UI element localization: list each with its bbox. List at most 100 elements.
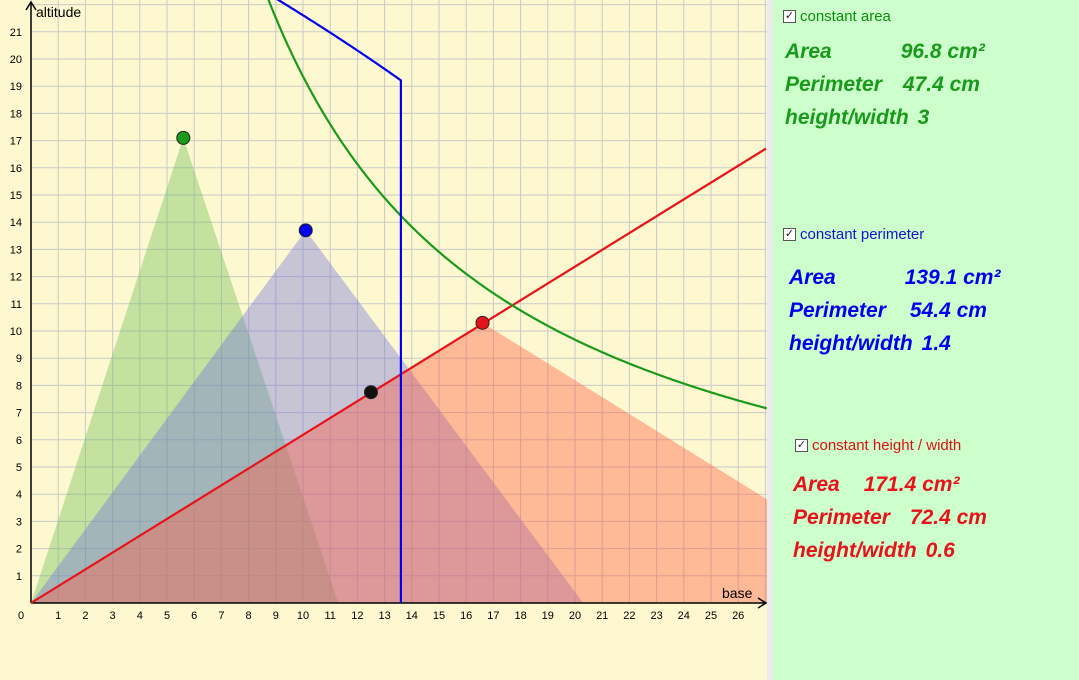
ratio-label: height/width xyxy=(785,106,909,129)
y-axis-arrow-icon xyxy=(25,0,37,11)
perimeter-value: 47.4 cm xyxy=(902,73,980,96)
area-label: Area xyxy=(793,473,840,496)
perimeter-stat-perimeter: Perimeter 54.4 cm xyxy=(789,299,987,323)
y-tick-label: 18 xyxy=(10,108,22,120)
y-tick-label: 17 xyxy=(10,136,22,148)
plot-canvas[interactable]: 0 1 2 3 4 5 6 7 8 9 10 11 12 13 14 15 16 17 18 19 20 21 22 23 24… xyxy=(0,0,767,680)
ratio-stat-area: Area 171.4 cm² xyxy=(793,473,959,497)
x-tick-label: 12 xyxy=(351,610,363,622)
constant-ratio-point[interactable] xyxy=(475,315,490,330)
checkbox-icon[interactable]: ✓ xyxy=(783,228,796,241)
y-tick-label: 6 xyxy=(16,435,22,447)
x-tick-label: 17 xyxy=(487,610,499,622)
y-tick-label: 2 xyxy=(16,544,22,556)
area-value: 171.4 cm² xyxy=(863,473,960,496)
x-tick-label: 6 xyxy=(191,610,197,622)
constant-area-curve[interactable] xyxy=(151,0,767,410)
x-tick-label: 18 xyxy=(514,610,526,622)
area-label: Area xyxy=(789,266,836,289)
perimeter-label: Perimeter xyxy=(793,506,890,529)
x-tick-label: 4 xyxy=(137,610,143,622)
checkbox-icon[interactable]: ✓ xyxy=(783,10,796,23)
y-tick-label: 5 xyxy=(16,462,22,474)
y-axis-label: altitude xyxy=(36,4,81,20)
ratio-stat-ratio: height/width 0.6 xyxy=(793,539,955,563)
y-tick-label: 10 xyxy=(10,326,22,338)
x-tick-label: 2 xyxy=(82,610,88,622)
constant-ratio-triangle[interactable] xyxy=(31,322,767,603)
ratio-label: height/width xyxy=(789,332,913,355)
y-tick-label: 1 xyxy=(16,571,22,583)
constant-area-point[interactable] xyxy=(176,130,191,145)
ratio-value: 0.6 xyxy=(925,539,955,562)
x-tick-label: 13 xyxy=(378,610,390,622)
graphics-view[interactable]: 0 1 2 3 4 5 6 7 8 9 10 11 12 13 14 15 16 17 18 19 20 21 22 23 24… xyxy=(0,0,767,680)
x-tick-label: 16 xyxy=(460,610,472,622)
x-tick-label: 0 xyxy=(18,610,24,622)
x-tick-label: 7 xyxy=(218,610,224,622)
constant-ratio-label: constant height / width xyxy=(812,437,962,454)
area-stat-perimeter: Perimeter 47.4 cm xyxy=(785,73,980,97)
constant-area-toggle[interactable]: ✓ constant area xyxy=(783,8,891,25)
y-tick-label: 15 xyxy=(10,190,22,202)
area-stat-ratio: height/width 3 xyxy=(785,106,929,130)
y-tick-label: 11 xyxy=(11,299,22,311)
perimeter-stat-ratio: height/width 1.4 xyxy=(789,332,951,356)
y-tick-label: 9 xyxy=(16,353,22,365)
x-axis-label: base xyxy=(722,585,753,601)
view-divider[interactable] xyxy=(767,0,773,680)
x-tick-label: 20 xyxy=(569,610,581,622)
y-tick-label: 13 xyxy=(10,244,22,256)
constant-perimeter-toggle[interactable]: ✓ constant perimeter xyxy=(783,226,924,243)
constant-perimeter-curve[interactable] xyxy=(145,0,402,603)
info-panel: ✓ constant area Area 96.8 cm² Perimeter 47… xyxy=(773,0,1079,680)
x-tick-label: 15 xyxy=(433,610,445,622)
constant-perimeter-label: constant perimeter xyxy=(800,226,925,243)
constant-perimeter-triangle[interactable] xyxy=(31,230,584,604)
area-label: Area xyxy=(785,40,832,63)
checkbox-icon[interactable]: ✓ xyxy=(795,439,808,452)
ratio-label: height/width xyxy=(793,539,917,562)
constant-perimeter-point[interactable] xyxy=(298,223,313,238)
area-value: 139.1 cm² xyxy=(904,266,1001,289)
x-tick-label: 14 xyxy=(406,610,418,622)
x-tick-label: 26 xyxy=(732,610,744,622)
y-tick-label: 12 xyxy=(10,272,22,284)
ratio-value: 3 xyxy=(917,106,930,129)
y-tick-label: 19 xyxy=(10,81,22,93)
area-stat-area: Area 96.8 cm² xyxy=(785,40,985,64)
x-tick-label: 25 xyxy=(705,610,717,622)
x-tick-label: 1 xyxy=(55,610,61,622)
x-tick-label: 8 xyxy=(246,610,252,622)
y-tick-label: 20 xyxy=(10,54,22,66)
ratio-stat-perimeter: Perimeter 72.4 cm xyxy=(793,506,987,530)
constant-ratio-line[interactable] xyxy=(30,147,767,604)
perimeter-value: 72.4 cm xyxy=(909,506,987,529)
x-tick-label: 3 xyxy=(110,610,116,622)
x-tick-label: 11 xyxy=(324,610,335,622)
x-tick-label: 10 xyxy=(297,610,309,622)
x-tick-label: 22 xyxy=(623,610,635,622)
constant-area-label: constant area xyxy=(800,8,891,25)
y-tick-label: 14 xyxy=(10,217,22,229)
y-tick-label: 7 xyxy=(16,408,22,420)
x-tick-label: 19 xyxy=(542,610,554,622)
x-tick-label: 9 xyxy=(273,610,279,622)
y-tick-label: 3 xyxy=(16,516,22,528)
constant-area-triangle[interactable] xyxy=(31,137,339,603)
perimeter-value: 54.4 cm xyxy=(909,299,987,322)
x-tick-label: 24 xyxy=(678,610,690,622)
x-tick-label: 23 xyxy=(650,610,662,622)
perimeter-label: Perimeter xyxy=(785,73,882,96)
intersection-point[interactable] xyxy=(364,385,378,400)
x-tick-label: 5 xyxy=(164,610,170,622)
area-value: 96.8 cm² xyxy=(900,40,985,63)
y-tick-label: 4 xyxy=(16,489,22,501)
y-tick-label: 8 xyxy=(16,380,22,392)
x-axis-arrow-icon xyxy=(757,597,767,609)
ratio-value: 1.4 xyxy=(921,332,951,355)
y-tick-label: 16 xyxy=(10,163,22,175)
x-tick-label: 21 xyxy=(596,610,608,622)
constant-ratio-toggle[interactable]: ✓ constant height / width xyxy=(795,437,961,454)
perimeter-stat-area: Area 139.1 cm² xyxy=(789,266,1000,290)
